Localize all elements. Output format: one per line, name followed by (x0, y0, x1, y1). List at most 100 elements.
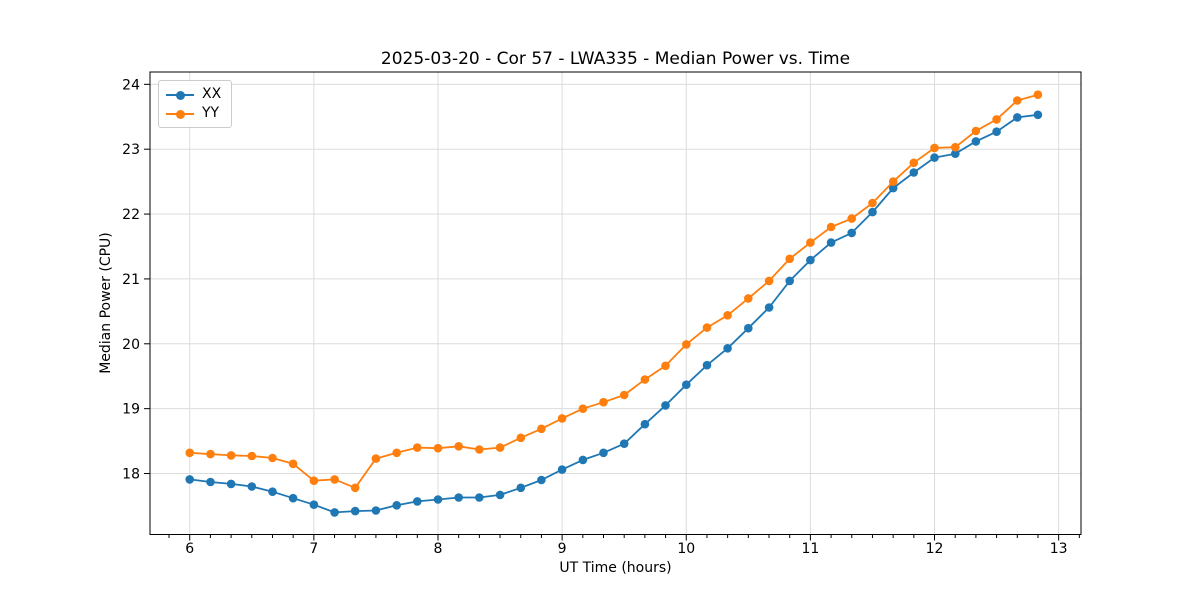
x-tick-label: 11 (801, 541, 819, 557)
data-point-marker (330, 508, 339, 517)
y-tick-label: 23 (122, 142, 140, 158)
data-point-marker (764, 276, 774, 286)
data-point-marker (288, 459, 298, 469)
legend: XX YY (158, 80, 233, 128)
legend-sample-yy (166, 109, 194, 119)
data-point-marker (868, 207, 877, 217)
y-tick-label: 24 (122, 77, 140, 93)
data-point-marker (206, 477, 215, 487)
data-point-marker (309, 500, 319, 510)
data-point-marker (744, 294, 753, 303)
data-point-marker (1013, 113, 1022, 122)
data-point-marker (1013, 96, 1022, 105)
x-tick-label: 10 (677, 541, 695, 557)
data-point-marker (826, 222, 836, 232)
data-point-marker (640, 419, 650, 429)
data-point-marker (350, 506, 360, 516)
data-point-marker (413, 497, 422, 506)
data-point-marker (371, 506, 381, 515)
data-point-marker (723, 311, 732, 320)
data-point-marker (247, 482, 257, 491)
x-tick-label: 8 (434, 541, 443, 557)
data-point-marker (951, 149, 960, 158)
data-point-marker (495, 490, 505, 500)
data-point-marker (661, 401, 670, 410)
data-point-marker (557, 465, 567, 474)
data-point-marker (785, 254, 794, 264)
data-point-marker (268, 487, 277, 497)
data-point-marker (806, 255, 815, 265)
data-point-marker (619, 390, 629, 400)
data-point-marker (951, 142, 960, 152)
data-point-marker (826, 238, 836, 247)
data-point-marker (971, 137, 981, 146)
data-point-marker (578, 455, 588, 465)
data-point-marker (971, 126, 981, 136)
data-point-marker (764, 303, 774, 312)
y-tick-label: 18 (122, 467, 140, 483)
data-point-marker (433, 495, 443, 504)
legend-entry-yy: YY (166, 104, 221, 123)
data-point-marker (599, 448, 608, 458)
data-point-marker (909, 168, 919, 177)
y-axis-label: Median Power (CPU) (98, 232, 114, 374)
tick-labels: 6 7 8 9 10 11 12 13 18 19 20 21 22 23 24 (122, 77, 1067, 557)
data-point-marker (247, 451, 257, 461)
data-point-marker (557, 414, 567, 423)
data-point-marker (1033, 110, 1043, 120)
data-point-marker (392, 448, 402, 458)
data-point-marker (206, 449, 215, 459)
data-point-marker (578, 404, 588, 414)
data-point-marker (661, 361, 670, 371)
series-yy (185, 90, 1043, 493)
data-point-marker (785, 276, 794, 286)
data-point-marker (454, 493, 464, 502)
data-point-marker (309, 476, 319, 486)
data-point-marker (888, 177, 898, 186)
data-point-marker (392, 501, 402, 510)
data-point-marker (619, 439, 629, 449)
data-point-marker (433, 443, 443, 453)
series-xx (185, 110, 1043, 517)
data-point-marker (682, 380, 691, 390)
axis-ticks (144, 83, 1080, 541)
y-tick-label: 19 (122, 402, 140, 418)
data-point-marker (640, 375, 650, 384)
y-tick-label: 22 (122, 207, 140, 223)
data-point-marker (413, 443, 422, 452)
y-tick-label: 21 (122, 272, 140, 288)
data-point-marker (847, 228, 856, 238)
x-tick-label: 12 (926, 541, 944, 557)
data-point-marker (288, 493, 298, 503)
data-point-marker (185, 475, 194, 484)
data-point-marker (599, 397, 608, 407)
x-tick-label: 7 (309, 541, 318, 557)
x-tick-label: 9 (558, 541, 567, 557)
data-point-marker (516, 433, 526, 443)
x-tick-label: 13 (1050, 541, 1068, 557)
data-point-marker (702, 323, 712, 332)
data-point-marker (226, 479, 236, 489)
data-point-marker (330, 475, 339, 484)
data-point-marker (744, 323, 753, 333)
data-point-marker (537, 424, 546, 434)
data-point-marker (702, 360, 712, 370)
data-point-marker (682, 340, 691, 349)
legend-entry-xx: XX (166, 85, 221, 104)
x-axis-label: UT Time (hours) (559, 560, 672, 576)
data-point-marker (723, 344, 732, 353)
legend-label-xx: XX (202, 86, 222, 102)
data-point-marker (537, 475, 546, 485)
data-point-marker (268, 453, 277, 463)
data-point-marker (868, 198, 877, 208)
data-point-marker (350, 483, 360, 493)
data-point-marker (992, 127, 1001, 136)
y-tick-label: 20 (122, 337, 140, 353)
x-tick-label: 6 (185, 541, 194, 557)
data-point-marker (495, 443, 505, 452)
data-point-marker (454, 442, 464, 451)
data-point-marker (847, 214, 856, 223)
data-point-marker (930, 153, 939, 162)
data-point-marker (909, 158, 919, 168)
